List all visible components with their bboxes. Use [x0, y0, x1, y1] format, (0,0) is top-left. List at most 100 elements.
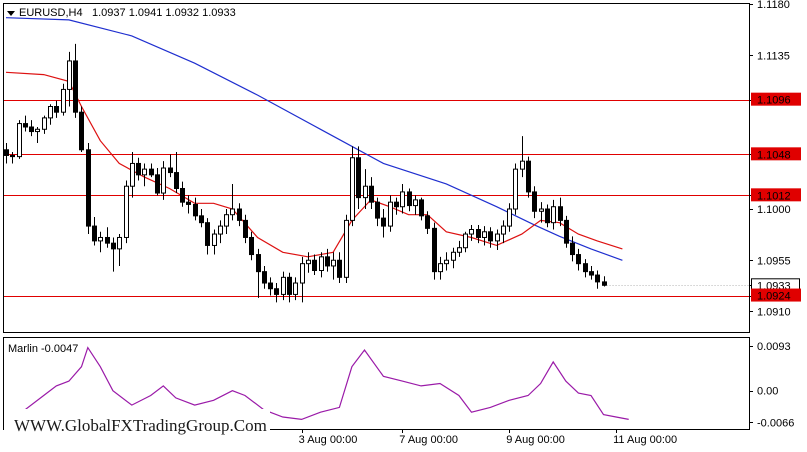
- candle-body-bear: [425, 215, 430, 229]
- candle-body-bear: [589, 271, 594, 276]
- oscillator-tick-label: -0.0066: [757, 417, 794, 429]
- candle-29: [186, 195, 191, 214]
- candle-91: [576, 248, 581, 271]
- candle-body-bull: [117, 236, 122, 250]
- candle-body-bear: [476, 229, 481, 238]
- candle-body-bear: [243, 219, 248, 238]
- candle-89: [564, 215, 569, 248]
- candle-body-bear: [193, 203, 198, 217]
- candle-body-bull: [501, 225, 506, 235]
- candle-93: [589, 265, 594, 280]
- candle-17: [111, 237, 116, 272]
- candle-body-bear: [249, 236, 254, 256]
- candle-43: [274, 283, 279, 303]
- price-tick-1.1000: 1.1000: [749, 204, 791, 216]
- candle-37: [237, 203, 242, 227]
- candle-body-bull: [161, 167, 166, 194]
- candle-body-bear: [526, 160, 531, 193]
- candle-body-bull: [42, 117, 47, 130]
- oscillator-label: Marlin -0.0047: [8, 343, 78, 355]
- candle-body-bull: [451, 251, 456, 261]
- candle-body-bear: [111, 242, 116, 250]
- candle-86: [545, 204, 550, 228]
- oscillator-tick-label: 0.00: [757, 386, 778, 398]
- candle-body-bull: [331, 259, 336, 267]
- time-tick-label: 11 Aug 00:00: [613, 434, 677, 446]
- candle-body-bull: [218, 225, 223, 235]
- candle-22: [142, 163, 147, 187]
- candle-body-bear: [356, 157, 361, 199]
- candle-6: [42, 115, 47, 134]
- price-tick-1.0910: 1.0910: [749, 307, 791, 319]
- candle-body-bull: [319, 256, 324, 272]
- candle-73: [463, 231, 468, 253]
- candle-body-bear: [136, 162, 141, 176]
- candle-body-bull: [300, 263, 305, 284]
- candle-84: [532, 186, 537, 219]
- candle-body-bull: [457, 247, 462, 253]
- candle-body-bear: [105, 236, 110, 244]
- candle-body-bear: [375, 201, 380, 219]
- oscillator-panel-frame: [3, 337, 750, 430]
- candle-body-bull: [212, 233, 217, 246]
- oscillator-tick-label: 0.0093: [757, 341, 791, 353]
- candle-60: [381, 209, 386, 238]
- candle-body-bear: [576, 254, 581, 265]
- candle-74: [469, 224, 474, 241]
- candle-41: [262, 265, 267, 289]
- watermark: WWW.GlobalFXTradingGroup.Com: [4, 409, 270, 443]
- candle-body-bear: [155, 174, 160, 194]
- candle-body-bear: [4, 149, 9, 156]
- candle-body-bull: [130, 162, 135, 187]
- price-tick-1.1135: 1.1135: [749, 50, 790, 62]
- candle-20: [130, 152, 135, 198]
- candle-24: [155, 168, 160, 196]
- candle-body-bull: [388, 201, 393, 227]
- candle-92: [583, 259, 588, 278]
- candle-body-bull: [444, 259, 449, 265]
- candle-9: [61, 83, 66, 116]
- candle-19: [124, 180, 129, 244]
- candle-body-bear: [432, 227, 437, 273]
- candle-69: [438, 256, 443, 280]
- candle-94: [595, 270, 600, 289]
- candle-38: [243, 214, 248, 244]
- candle-7: [48, 104, 53, 125]
- price-tick-1.0924: 1.0924: [749, 288, 801, 303]
- candle-body-bear: [168, 167, 173, 174]
- price-tick-1.1012: 1.1012: [749, 188, 801, 202]
- symbol-timeframe: EURUSD,H4: [19, 7, 83, 19]
- candle-83: [526, 156, 531, 198]
- candle-body-bear: [325, 256, 330, 267]
- level-price-box: [751, 147, 801, 161]
- oscillator-tick-0.00: 0.00: [749, 386, 778, 398]
- candle-body-bull: [67, 60, 72, 90]
- time-tick-0: 3 Aug 00:00: [299, 429, 357, 446]
- ohlc-readout: 1.0937 1.0941 1.0932 1.0933: [92, 7, 236, 19]
- price-tick-1.1096: 1.1096: [749, 92, 801, 107]
- candle-4: [29, 120, 34, 137]
- candle-5: [35, 127, 40, 143]
- candle-72: [457, 240, 462, 257]
- candle-13: [86, 142, 91, 235]
- candle-body-bull: [124, 185, 129, 238]
- price-tick-label: 1.1048: [757, 149, 791, 161]
- candle-63: [400, 183, 405, 214]
- candle-75: [476, 224, 481, 244]
- candle-52: [331, 252, 336, 280]
- candle-82: [520, 136, 525, 178]
- candle-body-bear: [268, 282, 273, 290]
- price-tick-1.0955: 1.0955: [749, 255, 791, 267]
- chart-menu-triangle-icon[interactable]: [7, 11, 15, 16]
- candle-87: [551, 199, 556, 230]
- watermark-background: [4, 409, 270, 443]
- candle-body-bull: [539, 208, 544, 212]
- candle-body-bear: [180, 188, 185, 203]
- candle-body-bull: [469, 229, 474, 235]
- candle-body-bear: [237, 208, 242, 221]
- candle-78: [495, 229, 500, 250]
- candle-39: [249, 231, 254, 261]
- price-tick-1.1048: 1.1048: [749, 147, 801, 161]
